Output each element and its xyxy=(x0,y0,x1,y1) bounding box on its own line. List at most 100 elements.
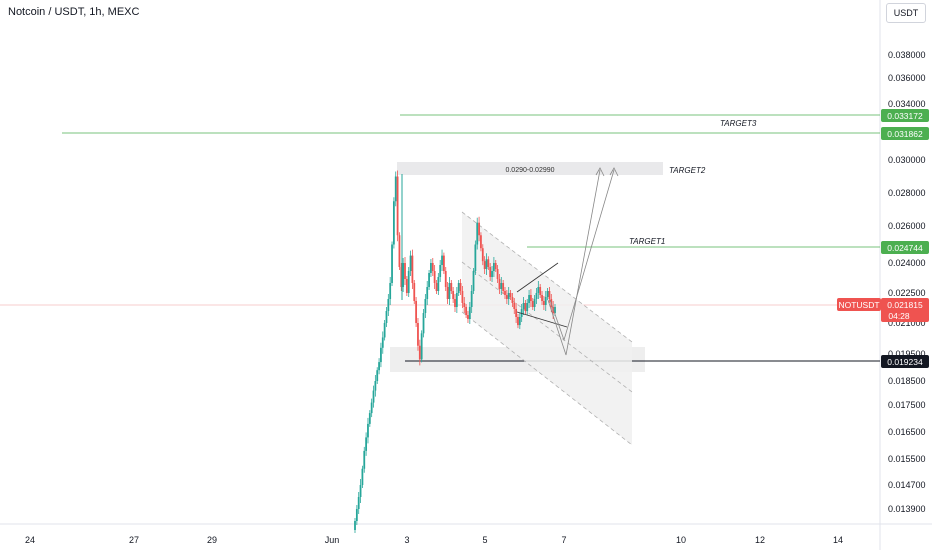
candle-body xyxy=(435,283,438,291)
y-tick-label: 0.026000 xyxy=(888,221,926,231)
candle-body xyxy=(411,255,414,283)
candle-body xyxy=(515,309,518,317)
candle-body xyxy=(381,337,384,348)
y-tick-label: 0.018500 xyxy=(888,376,926,386)
candle-body xyxy=(502,283,505,291)
candle-body xyxy=(413,283,416,301)
candle-body xyxy=(355,509,358,521)
y-tick-label: 0.028000 xyxy=(888,188,926,198)
candle-body xyxy=(418,345,421,360)
x-tick-label: 5 xyxy=(482,535,487,545)
candle-body xyxy=(380,347,382,363)
channel-mid xyxy=(461,261,633,393)
candle-body xyxy=(526,303,529,311)
candle-body xyxy=(507,293,510,299)
candle-body xyxy=(404,263,406,279)
candle-body xyxy=(391,244,393,283)
target3-label: TARGET3 xyxy=(720,119,757,128)
candle-body xyxy=(378,362,380,371)
candle-body xyxy=(372,390,375,403)
candle-body xyxy=(554,307,556,313)
candle-body xyxy=(359,485,362,497)
candle-body xyxy=(492,263,495,271)
candle-body xyxy=(439,265,442,277)
candle-body xyxy=(398,235,401,267)
candle-body xyxy=(463,303,466,307)
x-tick-label: 14 xyxy=(833,535,843,545)
badge-target1-text: 0.024744 xyxy=(887,243,923,253)
badge-target3-text: 0.031862 xyxy=(887,129,923,139)
currency-button[interactable]: USDT xyxy=(886,3,926,23)
channel-lower xyxy=(461,311,633,446)
candle-body xyxy=(530,295,532,301)
y-tick-label: 0.021000 xyxy=(888,318,926,328)
wedge-upper-line xyxy=(516,262,559,293)
candle-body xyxy=(392,201,395,245)
candle-body xyxy=(361,468,364,485)
candle-body xyxy=(468,307,471,319)
y-tick-label: 0.022500 xyxy=(888,288,926,298)
candle-body xyxy=(459,283,462,291)
y-tick-label: 0.024000 xyxy=(888,258,926,268)
badge-target3-upper[interactable]: 0.033172 xyxy=(881,109,929,122)
candle-body xyxy=(455,293,458,307)
badge-target3-upper-text: 0.033172 xyxy=(887,111,923,121)
candle-body xyxy=(461,291,464,303)
target2-label: TARGET2 xyxy=(669,166,706,175)
candle-body xyxy=(405,279,408,293)
candle-body xyxy=(474,244,477,271)
badge-current-price[interactable]: NOTUSDT 0.021815 04:28 xyxy=(837,298,929,322)
candle-body xyxy=(498,279,501,289)
x-tick-label: 10 xyxy=(676,535,686,545)
candle-body xyxy=(431,263,434,271)
target2-zone[interactable] xyxy=(397,162,663,175)
candle-body xyxy=(396,176,399,236)
candle-body xyxy=(428,273,430,287)
candle-body xyxy=(487,259,490,267)
candle-body xyxy=(441,255,443,265)
candle-body xyxy=(389,283,392,299)
badge-support[interactable]: 0.019234 xyxy=(881,355,929,368)
badge-target1[interactable]: 0.024744 xyxy=(881,241,929,254)
badge-target3[interactable]: 0.031862 xyxy=(881,127,929,140)
candle-body xyxy=(541,295,543,301)
candle-body xyxy=(457,283,460,293)
x-tick-label: 12 xyxy=(755,535,765,545)
projection-arrow-1-head xyxy=(595,167,605,177)
candle-body xyxy=(400,267,403,287)
x-tick-label: 27 xyxy=(129,535,139,545)
candle-body xyxy=(496,269,499,279)
candle-body xyxy=(374,381,377,391)
candle-body xyxy=(430,263,432,273)
candle-body xyxy=(505,295,508,299)
candle-body xyxy=(535,293,538,299)
candle-body xyxy=(476,222,479,245)
candle-body xyxy=(426,287,429,299)
projection-arrow-2 xyxy=(549,169,615,342)
candle-body xyxy=(517,317,519,326)
y-tick-label: 0.034000 xyxy=(888,99,926,109)
descending-channel[interactable] xyxy=(462,212,632,445)
candle-body xyxy=(442,255,445,271)
candle-body xyxy=(363,450,366,469)
x-tick-label: 24 xyxy=(25,535,35,545)
candle-body xyxy=(470,291,473,307)
candle-body xyxy=(533,299,536,307)
candle-body xyxy=(539,287,542,295)
candles xyxy=(354,170,556,533)
candle-body xyxy=(504,291,506,295)
candle-body xyxy=(544,297,547,305)
candle-body xyxy=(483,261,486,269)
badge-support-text: 0.019234 xyxy=(887,357,923,367)
y-tick-label: 0.015500 xyxy=(888,454,926,464)
x-tick-label: Jun xyxy=(325,535,340,545)
candle-body xyxy=(522,303,525,309)
candle-body xyxy=(494,263,497,269)
candle-body xyxy=(467,315,469,319)
candle-body xyxy=(394,176,397,202)
candle-body xyxy=(407,271,410,293)
candle-body xyxy=(448,283,451,299)
candle-body xyxy=(420,333,423,360)
candle-body xyxy=(365,437,368,451)
